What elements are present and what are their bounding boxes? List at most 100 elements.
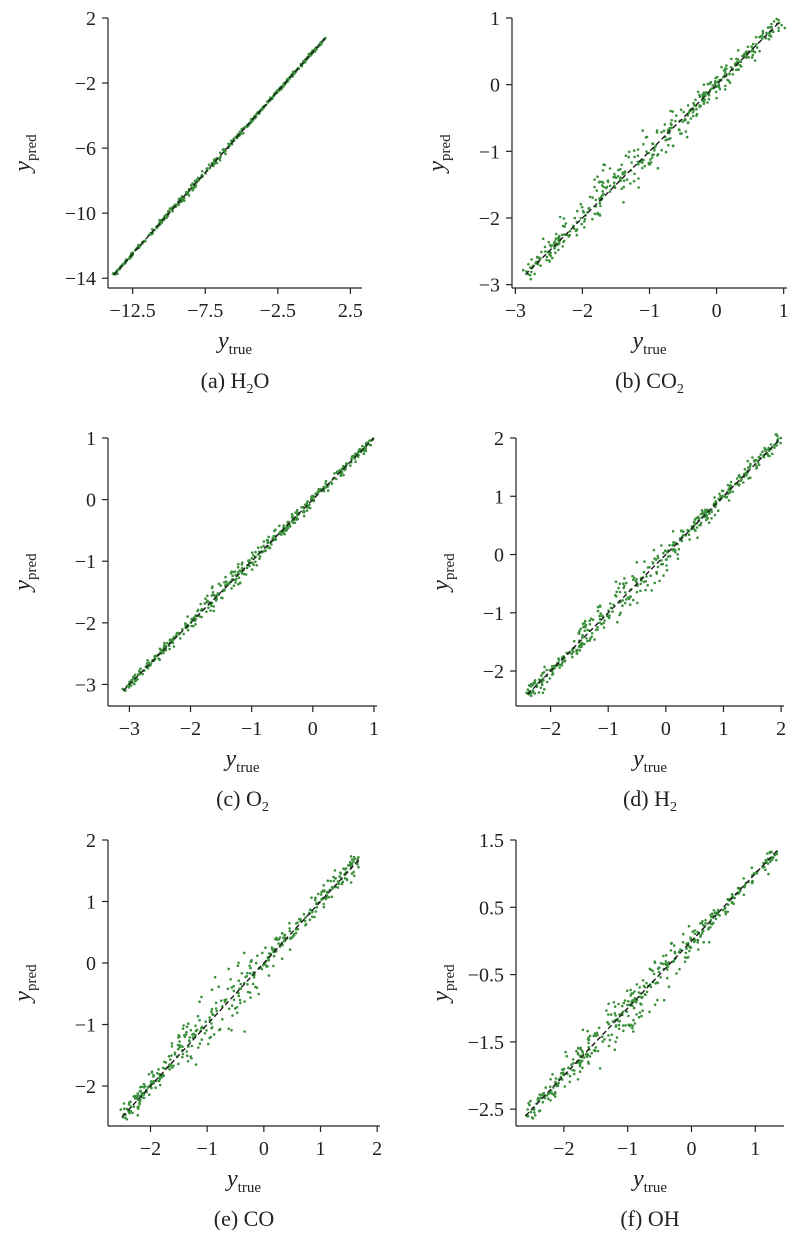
data-point bbox=[250, 959, 253, 962]
data-point bbox=[663, 549, 667, 552]
chart-panel-4: −2 −1 0 1 2 2 1 0 −1 −2 ytrue ypred (d) H2 bbox=[428, 428, 786, 815]
data-point bbox=[578, 649, 582, 652]
data-point bbox=[568, 233, 571, 237]
data-point bbox=[726, 897, 729, 901]
data-point bbox=[200, 1026, 203, 1030]
data-point bbox=[547, 240, 551, 244]
data-point bbox=[780, 23, 783, 27]
data-point bbox=[614, 1014, 617, 1017]
data-point bbox=[294, 928, 298, 931]
data-point bbox=[343, 876, 347, 880]
data-point bbox=[704, 91, 708, 94]
data-point bbox=[280, 957, 284, 960]
data-point bbox=[658, 579, 661, 583]
data-point bbox=[147, 661, 151, 664]
data-point bbox=[631, 1024, 634, 1027]
data-point bbox=[538, 1093, 541, 1096]
data-point bbox=[283, 933, 287, 937]
data-point bbox=[190, 1056, 193, 1060]
data-point bbox=[186, 615, 189, 618]
data-point bbox=[245, 974, 248, 978]
data-point bbox=[769, 860, 772, 863]
data-point bbox=[710, 87, 713, 90]
y-tick-label: −2 bbox=[483, 661, 504, 683]
data-point bbox=[586, 628, 589, 632]
data-point bbox=[667, 137, 670, 141]
data-point bbox=[675, 972, 678, 975]
data-point bbox=[242, 572, 246, 576]
data-point bbox=[265, 538, 269, 542]
data-point bbox=[248, 991, 252, 994]
data-point bbox=[570, 1063, 573, 1066]
data-point bbox=[770, 22, 773, 26]
data-point bbox=[572, 639, 576, 643]
data-point bbox=[213, 975, 217, 979]
data-point bbox=[779, 441, 782, 445]
data-point bbox=[273, 947, 276, 951]
data-point bbox=[226, 987, 230, 991]
data-point bbox=[175, 632, 178, 635]
data-point bbox=[205, 167, 209, 170]
data-point bbox=[212, 164, 215, 168]
data-point bbox=[264, 549, 267, 552]
data-point bbox=[713, 513, 717, 517]
data-point bbox=[348, 860, 352, 864]
data-point bbox=[708, 512, 711, 516]
data-point bbox=[181, 1055, 184, 1059]
data-point bbox=[340, 882, 344, 886]
data-point bbox=[232, 989, 236, 993]
data-point bbox=[737, 68, 740, 71]
data-point bbox=[133, 675, 136, 679]
data-point bbox=[728, 72, 731, 75]
data-point bbox=[638, 1011, 642, 1014]
data-point bbox=[194, 614, 197, 618]
data-point bbox=[699, 921, 702, 925]
data-point bbox=[686, 955, 690, 959]
data-point bbox=[271, 948, 274, 951]
data-point bbox=[542, 679, 545, 682]
data-point bbox=[254, 560, 257, 564]
data-point bbox=[196, 1014, 200, 1018]
data-point bbox=[529, 1099, 532, 1103]
data-point bbox=[698, 95, 702, 99]
data-point bbox=[250, 561, 254, 564]
data-point bbox=[735, 60, 738, 64]
data-point bbox=[648, 967, 652, 971]
data-point bbox=[540, 250, 543, 254]
data-point bbox=[557, 1081, 560, 1085]
data-point bbox=[639, 582, 643, 586]
data-point bbox=[158, 1083, 162, 1087]
data-point bbox=[258, 555, 262, 558]
data-point bbox=[527, 1101, 530, 1105]
data-point bbox=[645, 990, 649, 994]
data-point bbox=[230, 986, 233, 989]
data-point bbox=[249, 996, 252, 999]
data-point bbox=[153, 654, 157, 658]
data-point bbox=[240, 972, 244, 975]
data-point bbox=[578, 1070, 582, 1073]
data-point bbox=[593, 185, 596, 189]
data-point bbox=[163, 641, 166, 645]
data-point bbox=[200, 995, 203, 999]
data-point bbox=[654, 144, 657, 148]
data-point bbox=[250, 568, 254, 571]
data-point bbox=[585, 1055, 589, 1058]
data-point bbox=[545, 668, 548, 672]
data-point bbox=[714, 917, 718, 921]
data-point bbox=[558, 234, 561, 238]
data-point bbox=[730, 892, 734, 896]
data-point bbox=[573, 227, 576, 231]
data-point bbox=[637, 177, 640, 180]
data-point bbox=[636, 148, 640, 151]
y-tick-label: 1 bbox=[86, 428, 96, 450]
data-point bbox=[582, 211, 586, 214]
data-point bbox=[623, 172, 626, 175]
data-point bbox=[537, 691, 541, 694]
data-point bbox=[251, 982, 255, 986]
data-point bbox=[691, 110, 695, 114]
data-point bbox=[549, 254, 552, 258]
data-point bbox=[637, 163, 640, 166]
data-point bbox=[642, 142, 645, 146]
data-point bbox=[188, 1039, 191, 1043]
data-point bbox=[261, 951, 264, 955]
